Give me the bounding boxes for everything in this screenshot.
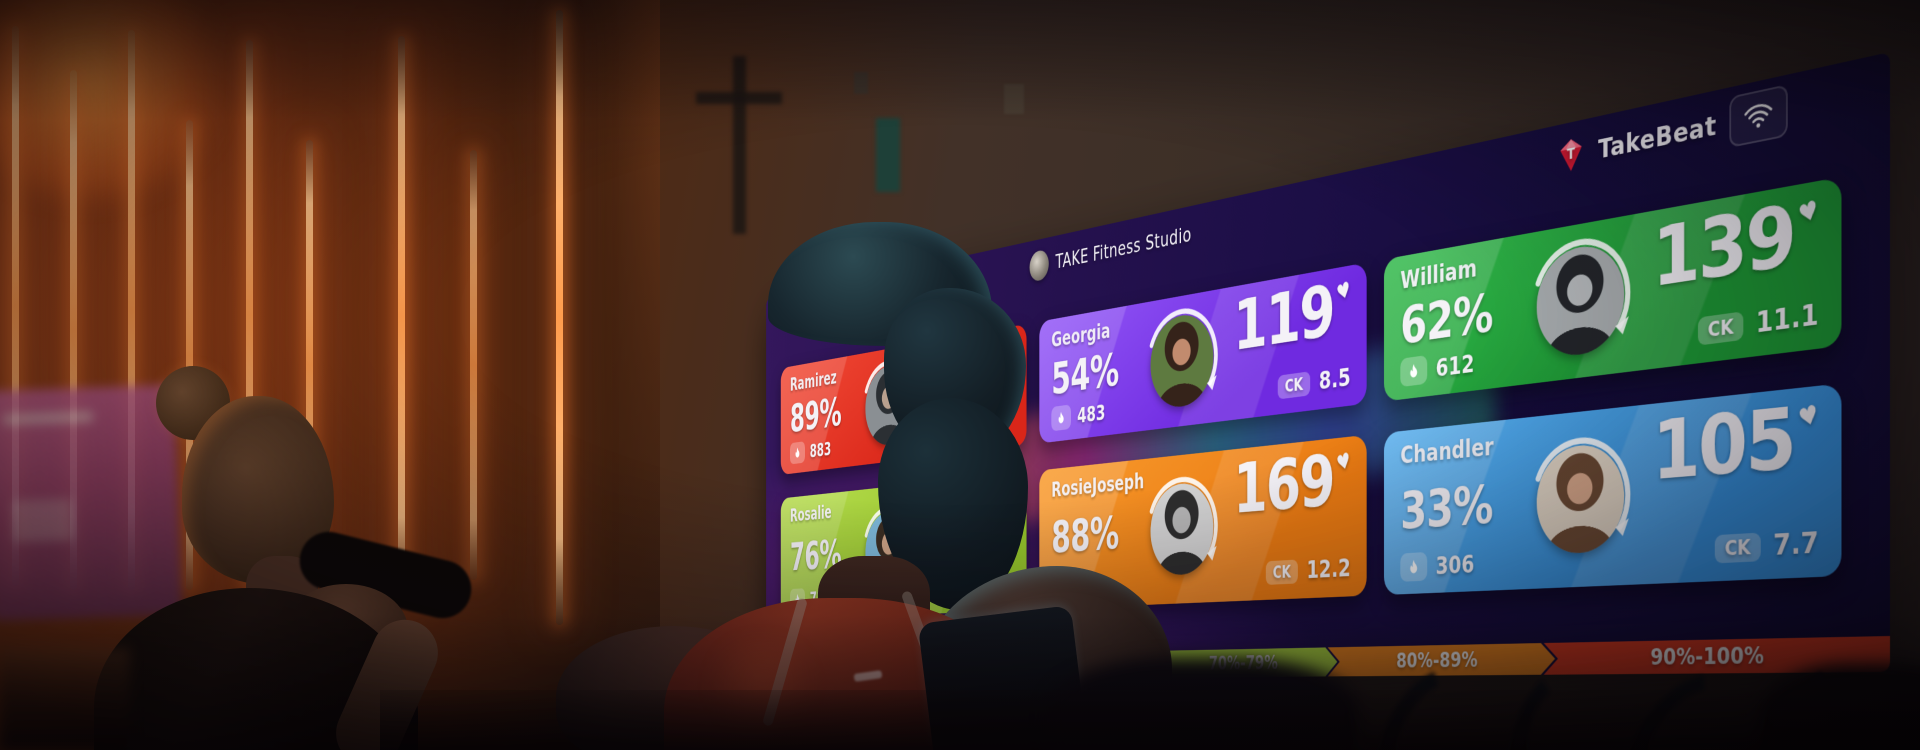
member-card-william: William 62% 612 [1383, 176, 1842, 402]
heart-icon: ♥ [1795, 194, 1822, 231]
studio-avatar [1029, 248, 1049, 283]
member-name: Chandler [1400, 432, 1494, 470]
heart-rate-value: 169 [1233, 438, 1334, 530]
heart-rate-block: 169 ♥ [1233, 438, 1353, 530]
ck-value: 12.2 [1306, 553, 1351, 585]
led-strip [556, 10, 563, 625]
effort-percent: 33% [1400, 474, 1493, 541]
progress-ring [1524, 221, 1638, 378]
brand-block: T TakeBeat [1556, 84, 1788, 182]
progress-ring [1524, 424, 1638, 572]
flame-icon [1400, 355, 1428, 388]
calories-value: 483 [1077, 399, 1106, 428]
floor-light-patch [0, 648, 130, 750]
takebeat-logo-icon: T [1560, 137, 1582, 174]
calories-value: 883 [809, 437, 832, 462]
ck-block: CK 7.7 [1714, 526, 1819, 565]
effort-percent: 89% [789, 389, 842, 442]
member-avatar [1536, 240, 1624, 361]
calories-row: 883 [789, 436, 841, 465]
wall-frame [1004, 84, 1024, 114]
wall-picture [876, 118, 900, 192]
zone-label: 90%-100% [1650, 642, 1764, 671]
wall-frame-small [854, 72, 868, 94]
progress-ring [1141, 466, 1223, 590]
ck-badge: CK [1277, 370, 1311, 400]
flame-icon [1400, 551, 1428, 582]
member-avatar [1536, 441, 1624, 556]
background-wall-display [0, 384, 182, 622]
ck-block: CK 12.2 [1265, 553, 1351, 587]
wifi-button [1729, 84, 1788, 148]
member-avatar [1150, 481, 1213, 577]
ck-badge: CK [1714, 532, 1761, 563]
svg-text:T: T [1567, 145, 1575, 163]
heart-rate-block: 105 ♥ [1652, 388, 1821, 499]
calories-value: 306 [1435, 549, 1475, 580]
progress-ring [1141, 295, 1223, 426]
flame-icon [789, 441, 805, 465]
effort-percent: 54% [1051, 343, 1119, 405]
flame-icon [1051, 404, 1072, 432]
calories-value: 612 [1435, 348, 1475, 383]
heart-rate-value: 139 [1652, 185, 1795, 306]
studio-title: TAKE Fitness Studio [1055, 222, 1192, 274]
heart-rate-block: 139 ♥ [1652, 185, 1821, 306]
calories-row: 306 [1400, 548, 1493, 582]
heart-rate-block: 119 ♥ [1233, 268, 1353, 367]
ck-value: 11.1 [1755, 297, 1819, 341]
wifi-icon [1743, 100, 1773, 129]
led-strip [398, 36, 405, 596]
member-name: RosieJoseph [1051, 468, 1145, 502]
studio-title-block: TAKE Fitness Studio [1029, 218, 1192, 283]
heart-icon: ♥ [1334, 276, 1353, 307]
equipment-rack [733, 56, 746, 234]
led-strip [470, 150, 477, 580]
member-name: Rosalie [789, 501, 832, 527]
heart-icon: ♥ [1334, 447, 1353, 478]
brand-name: TakeBeat [1598, 109, 1717, 165]
ck-block: CK 11.1 [1698, 298, 1819, 348]
floor-shadow [380, 690, 1920, 750]
equipment-rack-bar [696, 92, 782, 104]
effort-percent: 62% [1400, 282, 1493, 356]
heart-rate-value: 105 [1652, 388, 1795, 499]
effort-percent: 88% [1051, 507, 1119, 563]
member-avatar [1150, 310, 1213, 411]
heart-rate-value: 119 [1233, 268, 1334, 367]
ck-value: 7.7 [1773, 526, 1819, 563]
ck-badge: CK [1698, 310, 1744, 346]
ck-badge: CK [1265, 559, 1298, 585]
ck-block: CK 8.5 [1277, 363, 1351, 401]
heart-icon: ♥ [1795, 399, 1822, 435]
ck-value: 8.5 [1318, 363, 1351, 396]
